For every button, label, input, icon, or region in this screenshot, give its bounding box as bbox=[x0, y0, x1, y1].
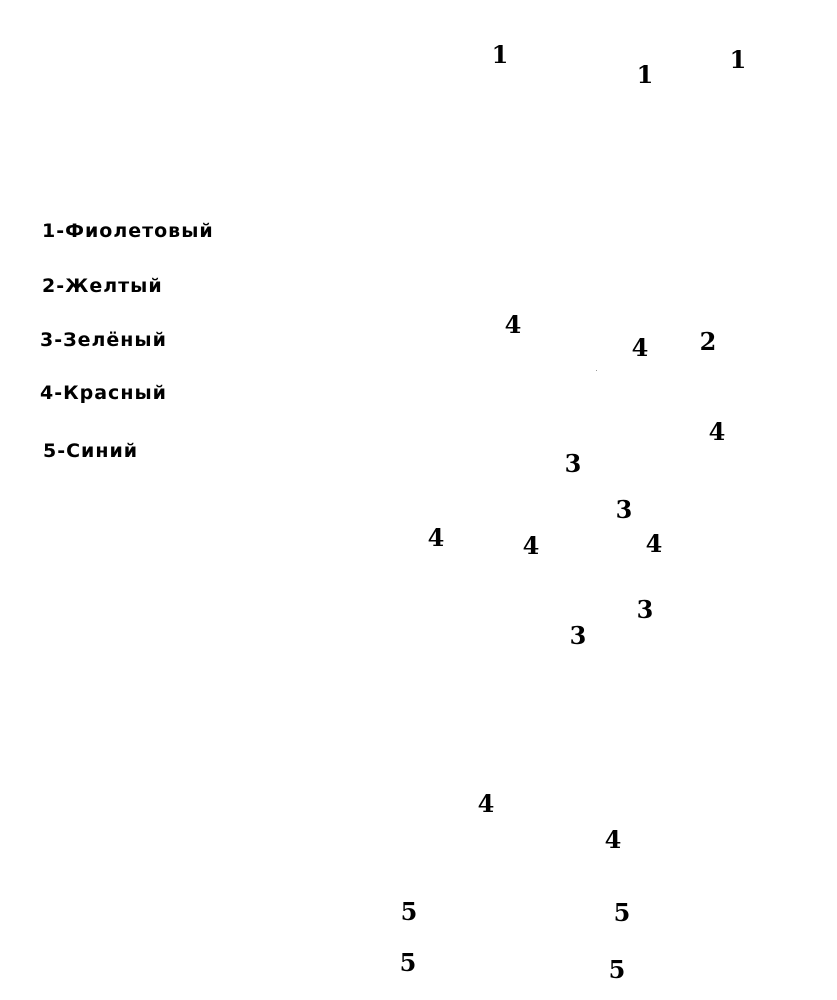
number-marker: 1 bbox=[491, 40, 509, 69]
number-marker: 5 bbox=[608, 955, 626, 984]
legend-item-green: 3-Зелёный bbox=[40, 329, 167, 351]
number-marker: 4 bbox=[427, 523, 445, 552]
number-marker: 1 bbox=[729, 45, 747, 74]
legend-item-yellow: 2-Желтый bbox=[42, 275, 163, 297]
legend-item-violet: 1-Фиолетовый bbox=[42, 220, 214, 242]
number-marker: 5 bbox=[399, 948, 417, 977]
legend-item-red: 4-Красный bbox=[40, 382, 167, 404]
stray-dot bbox=[596, 370, 597, 371]
legend-item-blue: 5-Синий bbox=[43, 440, 139, 462]
number-marker: 5 bbox=[613, 898, 631, 927]
number-marker: 2 bbox=[699, 327, 717, 356]
number-marker: 3 bbox=[636, 595, 654, 624]
number-marker: 1 bbox=[636, 60, 654, 89]
number-marker: 3 bbox=[615, 495, 633, 524]
number-marker: 3 bbox=[569, 621, 587, 650]
number-marker: 5 bbox=[400, 897, 418, 926]
number-marker: 4 bbox=[708, 417, 726, 446]
number-marker: 3 bbox=[564, 449, 582, 478]
number-marker: 4 bbox=[645, 529, 663, 558]
number-marker: 4 bbox=[522, 531, 540, 560]
number-marker: 4 bbox=[477, 789, 495, 818]
number-marker: 4 bbox=[631, 333, 649, 362]
number-marker: 4 bbox=[504, 310, 522, 339]
number-marker: 4 bbox=[604, 825, 622, 854]
